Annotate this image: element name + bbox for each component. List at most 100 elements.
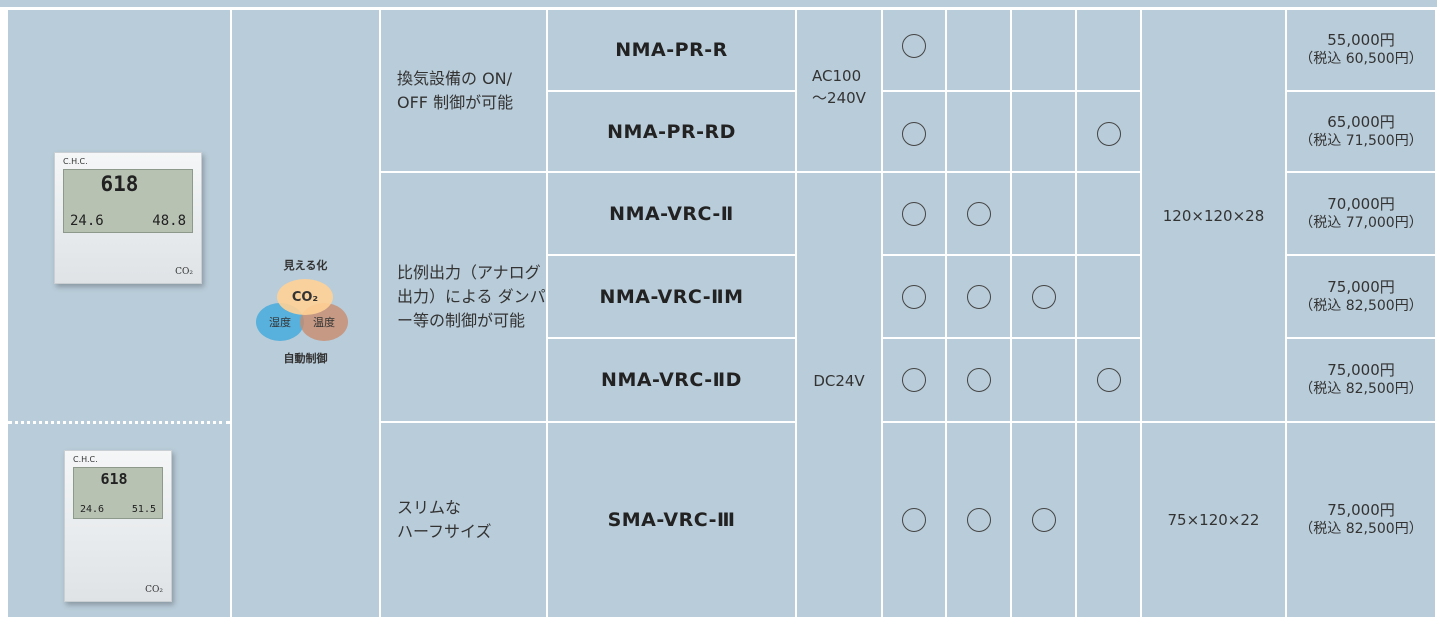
feature-mark — [1096, 122, 1121, 146]
voltage-text: DC24V — [813, 372, 865, 390]
size-text: 120×120×28 — [1162, 206, 1265, 225]
feature-mark — [902, 368, 926, 392]
price-text: 65,000円 — [1327, 112, 1395, 131]
feature-cell — [883, 423, 945, 617]
feature-mark — [902, 34, 926, 58]
feature-cell — [947, 10, 1010, 90]
feature-mark — [966, 368, 991, 392]
feature-mark — [902, 201, 926, 226]
price-tax: （税込 71,500円） — [1299, 132, 1423, 149]
venn-center: CO₂ — [277, 279, 333, 315]
model-name: NMA-VRC-ⅡM — [548, 256, 795, 337]
model-name: NMA-VRC-Ⅱ — [548, 173, 795, 254]
model-name: NMA-PR-RD — [548, 92, 795, 171]
voltage: AC100 ～240V — [797, 10, 881, 171]
header-strip — [0, 0, 1437, 7]
model-text: NMA-VRC-Ⅱ — [609, 202, 734, 225]
description: スリムな ハーフサイズ — [381, 423, 546, 617]
model-text: SMA-VRC-Ⅲ — [607, 509, 736, 531]
feature-cell — [883, 10, 945, 90]
model-text: NMA-VRC-ⅡD — [601, 369, 742, 391]
feature-cell — [883, 256, 945, 337]
feature-mark — [966, 508, 991, 532]
feature-cell — [947, 173, 1010, 254]
feature-cell — [947, 92, 1010, 171]
price-text: 75,000円 — [1327, 277, 1395, 296]
reading: 24.6 — [70, 213, 104, 229]
price-text: 75,000円 — [1327, 361, 1395, 379]
feature-cell — [1012, 256, 1075, 337]
description-text: 比例出力（アナログ出力）による ダンパー等の制御が可能 — [397, 263, 546, 330]
feature-mark — [966, 201, 991, 226]
feature-cell — [1077, 173, 1140, 254]
device-brand: C.H.C. — [63, 157, 88, 166]
feature-cell — [1077, 10, 1140, 90]
device-brand: C.H.C. — [73, 455, 98, 464]
price: 70,000円 （税込 77,000円） — [1287, 173, 1435, 254]
model-name: SMA-VRC-Ⅲ — [548, 423, 795, 617]
size-text: 75×120×22 — [1167, 511, 1260, 529]
price-text: 55,000円 — [1327, 31, 1395, 49]
reading: 48.8 — [152, 213, 186, 229]
feature-cell — [883, 92, 945, 171]
size: 120×120×28 — [1142, 10, 1285, 421]
description-text: 換気設備の ON/ OFF 制御が可能 — [397, 68, 514, 112]
feature-cell — [1012, 423, 1075, 617]
feature-cell — [1077, 423, 1140, 617]
feature-cell — [1077, 256, 1140, 337]
model-name: NMA-PR-R — [548, 10, 795, 90]
description: 比例出力（アナログ出力）による ダンパー等の制御が可能 — [381, 173, 546, 421]
image-cell: C.H.C. 618 24.6 48.8 CO₂ C.H.C. 618 24.6 51.5 CO₂ — [8, 10, 230, 617]
feature-cell — [947, 423, 1010, 617]
icon-cell: 見える化 湿度 温度 CO₂ 自動制御 — [232, 10, 379, 617]
description: 換気設備の ON/ OFF 制御が可能 — [381, 10, 546, 171]
feature-cell — [1012, 339, 1075, 421]
price: 75,000円 （税込 82,500円） — [1287, 339, 1435, 421]
reading: 51.5 — [131, 504, 156, 515]
model-text: NMA-PR-R — [615, 39, 728, 61]
price: 55,000円 （税込 60,500円） — [1287, 10, 1435, 90]
feature-mark — [902, 122, 926, 146]
model-name: NMA-VRC-ⅡD — [548, 339, 795, 421]
description-text: スリムな ハーフサイズ — [397, 498, 492, 541]
device-badge: CO₂ — [175, 267, 193, 277]
feature-cell — [1077, 339, 1140, 421]
icon-bottom: 自動制御 — [283, 352, 328, 365]
device-display: 618 24.6 51.5 — [73, 467, 163, 519]
feature-cell — [883, 173, 945, 254]
feature-cell — [1012, 173, 1075, 254]
price-tax: （税込 82,500円） — [1299, 381, 1423, 397]
feature-cell — [1077, 92, 1140, 171]
device-photo: C.H.C. 618 24.6 48.8 CO₂ — [54, 152, 202, 284]
price-tax: （税込 77,000円） — [1299, 214, 1423, 231]
price: 65,000円 （税込 71,500円） — [1287, 92, 1435, 171]
price-tax: （税込 82,500円） — [1299, 297, 1423, 314]
model-text: NMA-VRC-ⅡM — [599, 285, 744, 308]
device-badge: CO₂ — [145, 585, 163, 595]
model-text: NMA-PR-RD — [607, 120, 736, 143]
icon-top: 見える化 — [283, 259, 328, 272]
reading: 618 — [100, 172, 139, 196]
price: 75,000円 （税込 82,500円） — [1287, 256, 1435, 337]
feature-mark — [1031, 284, 1056, 309]
reading: 618 — [100, 470, 128, 488]
price-tax: （税込 60,500円） — [1299, 51, 1423, 67]
feature-cell — [883, 339, 945, 421]
feature-mark — [902, 284, 926, 309]
feature-cell — [947, 256, 1010, 337]
feature-cell — [947, 339, 1010, 421]
size: 75×120×22 — [1142, 423, 1285, 617]
voltage: DC24V — [797, 173, 881, 617]
feature-mark — [966, 284, 991, 309]
voltage-text: AC100 ～240V — [812, 66, 866, 107]
price-text: 70,000円 — [1327, 194, 1395, 213]
dotted-separator — [8, 421, 230, 424]
price-text: 75,000円 — [1327, 501, 1395, 519]
feature-cell — [1012, 10, 1075, 90]
price: 75,000円 （税込 82,500円） — [1287, 423, 1435, 617]
price-tax: （税込 82,500円） — [1299, 521, 1423, 537]
feature-mark — [902, 508, 926, 532]
device-display: 618 24.6 48.8 — [63, 169, 193, 233]
feature-cell — [1012, 92, 1075, 171]
